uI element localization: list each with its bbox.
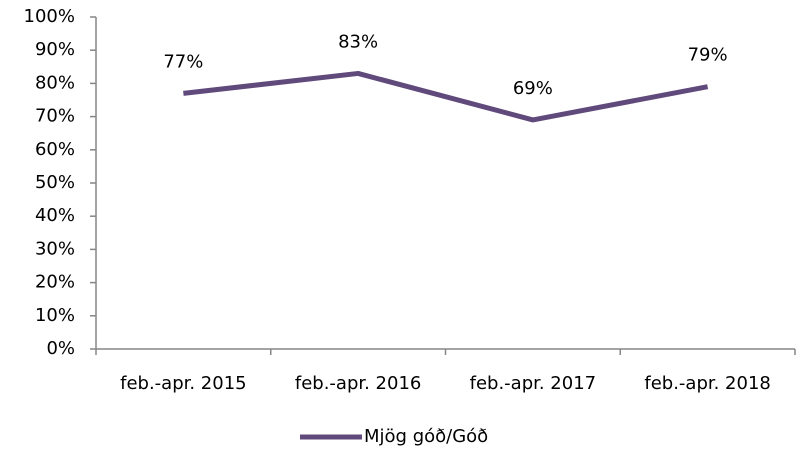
x-tick-label: feb.-apr. 2018	[644, 373, 771, 394]
x-tick-label: feb.-apr. 2015	[120, 373, 247, 394]
y-tick-label: 60%	[35, 139, 75, 160]
data-label: 79%	[688, 45, 728, 66]
x-tick-label: feb.-apr. 2016	[295, 373, 422, 394]
data-label: 77%	[163, 51, 203, 72]
y-tick-label: 80%	[35, 72, 75, 93]
y-tick-label: 90%	[35, 39, 75, 60]
line	[183, 70, 709, 123]
y-tick-label: 10%	[35, 305, 75, 326]
y-tick-label: 20%	[35, 272, 75, 293]
y-tick-label: 0%	[46, 338, 75, 359]
legend-label: Mjög góð/Góð	[364, 426, 488, 447]
y-tick-label: 100%	[24, 6, 75, 27]
y-tick-label: 50%	[35, 172, 75, 193]
y-tick-label: 70%	[35, 106, 75, 127]
y-tick-label: 40%	[35, 205, 75, 226]
data-label: 83%	[338, 31, 378, 52]
data-label: 69%	[513, 78, 553, 99]
y-tick-label: 30%	[35, 238, 75, 259]
x-tick-label: feb.-apr. 2017	[470, 373, 597, 394]
